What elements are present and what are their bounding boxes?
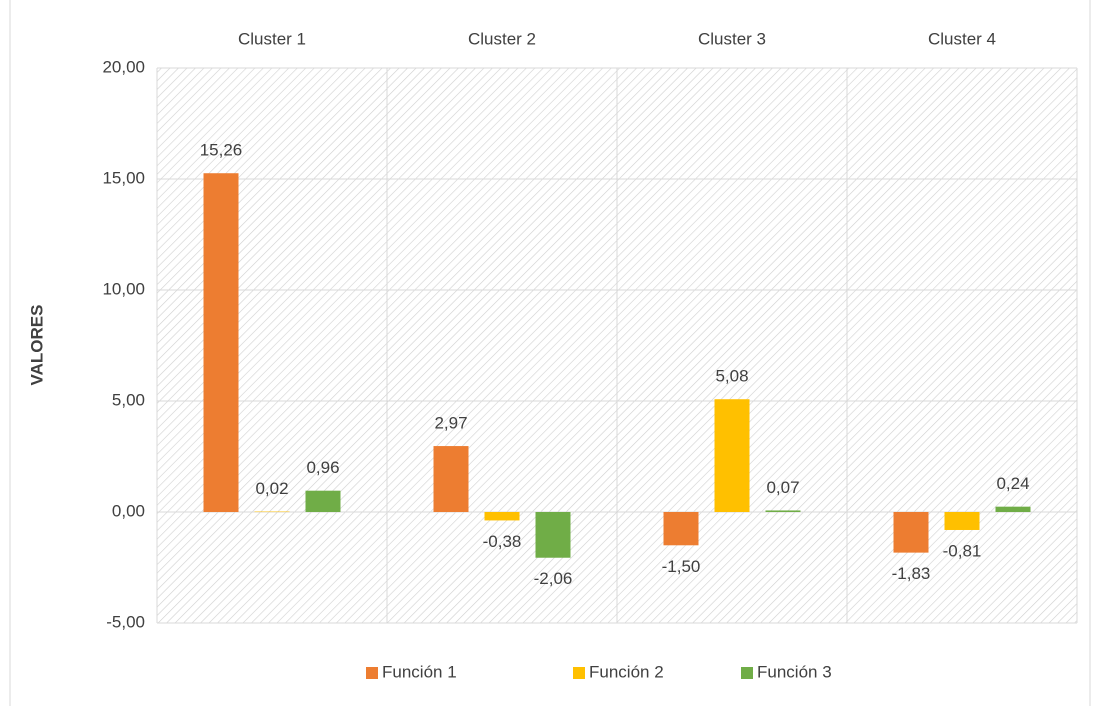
y-tick-label: 20,00 [102, 57, 145, 76]
x-tick-label: Cluster 2 [468, 29, 536, 48]
legend-label: Función 2 [589, 662, 664, 681]
bar [433, 446, 469, 512]
legend-swatch [573, 667, 585, 679]
legend-swatch [366, 667, 378, 679]
data-label: 0,07 [766, 478, 799, 497]
bar [765, 510, 801, 512]
data-label: 0,02 [255, 479, 288, 498]
bar [254, 511, 290, 513]
data-label: 0,24 [996, 474, 1029, 493]
data-label: -0,38 [483, 532, 522, 551]
legend-label: Función 3 [757, 662, 832, 681]
legend-swatch [741, 667, 753, 679]
bar [995, 506, 1031, 512]
bar [484, 512, 520, 521]
data-label: -1,83 [892, 564, 931, 583]
x-tick-label: Cluster 1 [238, 29, 306, 48]
data-label: -1,50 [662, 557, 701, 576]
data-label: -2,06 [534, 569, 573, 588]
bar [203, 173, 239, 512]
bar [535, 512, 571, 558]
chart-border [9, 0, 1091, 706]
data-label: 2,97 [434, 414, 467, 433]
data-label: 0,96 [306, 458, 339, 477]
y-tick-label: 5,00 [112, 390, 145, 409]
legend-label: Función 1 [382, 662, 457, 681]
y-tick-label: 15,00 [102, 168, 145, 187]
bar [305, 490, 341, 512]
y-tick-label: 10,00 [102, 279, 145, 298]
x-tick-label: Cluster 4 [928, 29, 996, 48]
bar [944, 512, 980, 530]
y-tick-label: -5,00 [106, 612, 145, 631]
bar [663, 512, 699, 546]
bar [893, 512, 929, 553]
y-tick-label: 0,00 [112, 501, 145, 520]
bar [714, 399, 750, 512]
y-axis-title: VALORES [27, 305, 46, 386]
data-label: -0,81 [943, 541, 982, 560]
data-label: 15,26 [200, 141, 243, 160]
x-tick-label: Cluster 3 [698, 29, 766, 48]
data-label: 5,08 [715, 367, 748, 386]
